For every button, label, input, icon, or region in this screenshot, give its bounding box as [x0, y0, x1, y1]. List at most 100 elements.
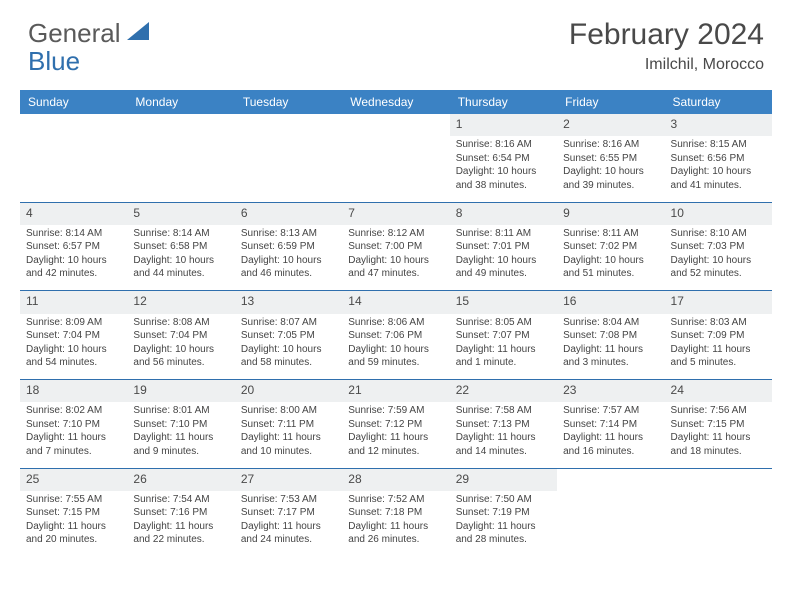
day-number-cell: 10	[665, 202, 772, 225]
daylight-text: and 14 minutes.	[456, 445, 551, 459]
sunset-text: Sunset: 7:00 PM	[348, 240, 443, 254]
day-content-cell: Sunrise: 7:59 AMSunset: 7:12 PMDaylight:…	[342, 402, 449, 468]
daylight-text: and 58 minutes.	[241, 356, 336, 370]
day-number: 23	[563, 382, 658, 398]
day-number-cell	[342, 114, 449, 136]
daylight-text: Daylight: 10 hours	[563, 254, 658, 268]
daylight-text: Daylight: 11 hours	[563, 343, 658, 357]
sunset-text: Sunset: 7:10 PM	[133, 418, 228, 432]
daylight-text: and 9 minutes.	[133, 445, 228, 459]
day-content-cell: Sunrise: 8:14 AMSunset: 6:57 PMDaylight:…	[20, 225, 127, 291]
day-content-cell: Sunrise: 7:54 AMSunset: 7:16 PMDaylight:…	[127, 491, 234, 557]
daylight-text: Daylight: 11 hours	[241, 431, 336, 445]
day-number: 27	[241, 471, 336, 487]
daylight-text: and 3 minutes.	[563, 356, 658, 370]
content-row: Sunrise: 8:16 AMSunset: 6:54 PMDaylight:…	[20, 136, 772, 202]
day-number-cell: 20	[235, 380, 342, 403]
day-content-cell: Sunrise: 8:10 AMSunset: 7:03 PMDaylight:…	[665, 225, 772, 291]
weekday-header: Thursday	[450, 90, 557, 114]
sunrise-text: Sunrise: 8:04 AM	[563, 316, 658, 330]
day-number: 3	[671, 116, 766, 132]
daylight-text: and 38 minutes.	[456, 179, 551, 193]
day-number-cell: 9	[557, 202, 664, 225]
sunrise-text: Sunrise: 8:03 AM	[671, 316, 766, 330]
weekday-header: Saturday	[665, 90, 772, 114]
day-content-cell: Sunrise: 7:52 AMSunset: 7:18 PMDaylight:…	[342, 491, 449, 557]
day-number-cell: 13	[235, 291, 342, 314]
sunset-text: Sunset: 7:15 PM	[671, 418, 766, 432]
sunrise-text: Sunrise: 8:08 AM	[133, 316, 228, 330]
day-number: 17	[671, 293, 766, 309]
daylight-text: and 26 minutes.	[348, 533, 443, 547]
sunset-text: Sunset: 7:04 PM	[26, 329, 121, 343]
day-number: 13	[241, 293, 336, 309]
daylight-text: and 10 minutes.	[241, 445, 336, 459]
day-content-cell: Sunrise: 8:02 AMSunset: 7:10 PMDaylight:…	[20, 402, 127, 468]
day-content-cell	[127, 136, 234, 202]
sunrise-text: Sunrise: 8:01 AM	[133, 404, 228, 418]
daylight-text: and 49 minutes.	[456, 267, 551, 281]
sunrise-text: Sunrise: 8:09 AM	[26, 316, 121, 330]
weekday-header: Monday	[127, 90, 234, 114]
daylight-text: and 28 minutes.	[456, 533, 551, 547]
day-number: 1	[456, 116, 551, 132]
sunrise-text: Sunrise: 7:57 AM	[563, 404, 658, 418]
day-content-cell: Sunrise: 8:11 AMSunset: 7:02 PMDaylight:…	[557, 225, 664, 291]
sunset-text: Sunset: 7:15 PM	[26, 506, 121, 520]
daylight-text: Daylight: 11 hours	[26, 431, 121, 445]
logo: General	[28, 18, 151, 49]
sunset-text: Sunset: 7:10 PM	[26, 418, 121, 432]
sunset-text: Sunset: 7:08 PM	[563, 329, 658, 343]
day-number-cell: 6	[235, 202, 342, 225]
day-content-cell: Sunrise: 7:53 AMSunset: 7:17 PMDaylight:…	[235, 491, 342, 557]
day-content-cell: Sunrise: 7:50 AMSunset: 7:19 PMDaylight:…	[450, 491, 557, 557]
daylight-text: Daylight: 11 hours	[241, 520, 336, 534]
daylight-text: Daylight: 11 hours	[348, 520, 443, 534]
day-content-cell	[235, 136, 342, 202]
sunrise-text: Sunrise: 8:14 AM	[133, 227, 228, 241]
sunset-text: Sunset: 6:56 PM	[671, 152, 766, 166]
sunrise-text: Sunrise: 8:15 AM	[671, 138, 766, 152]
day-number: 8	[456, 205, 551, 221]
day-number-cell: 18	[20, 380, 127, 403]
day-number-cell: 16	[557, 291, 664, 314]
daylight-text: and 52 minutes.	[671, 267, 766, 281]
day-content-cell: Sunrise: 8:08 AMSunset: 7:04 PMDaylight:…	[127, 314, 234, 380]
day-number-cell: 19	[127, 380, 234, 403]
sunset-text: Sunset: 7:01 PM	[456, 240, 551, 254]
sunset-text: Sunset: 7:17 PM	[241, 506, 336, 520]
sunset-text: Sunset: 7:19 PM	[456, 506, 551, 520]
sunset-text: Sunset: 7:16 PM	[133, 506, 228, 520]
day-number: 6	[241, 205, 336, 221]
day-content-cell: Sunrise: 7:57 AMSunset: 7:14 PMDaylight:…	[557, 402, 664, 468]
weekday-header: Sunday	[20, 90, 127, 114]
sunrise-text: Sunrise: 7:58 AM	[456, 404, 551, 418]
daylight-text: Daylight: 10 hours	[456, 254, 551, 268]
daylight-text: Daylight: 10 hours	[348, 254, 443, 268]
day-number-cell: 4	[20, 202, 127, 225]
daynum-row: 2526272829	[20, 468, 772, 491]
sunset-text: Sunset: 6:58 PM	[133, 240, 228, 254]
sunrise-text: Sunrise: 7:59 AM	[348, 404, 443, 418]
day-number: 16	[563, 293, 658, 309]
day-content-cell: Sunrise: 8:07 AMSunset: 7:05 PMDaylight:…	[235, 314, 342, 380]
sunset-text: Sunset: 7:06 PM	[348, 329, 443, 343]
day-number: 21	[348, 382, 443, 398]
daylight-text: and 5 minutes.	[671, 356, 766, 370]
day-content-cell: Sunrise: 7:56 AMSunset: 7:15 PMDaylight:…	[665, 402, 772, 468]
day-number-cell: 26	[127, 468, 234, 491]
title-block: February 2024 Imilchil, Morocco	[569, 18, 764, 74]
weekday-header-row: Sunday Monday Tuesday Wednesday Thursday…	[20, 90, 772, 114]
day-content-cell: Sunrise: 8:06 AMSunset: 7:06 PMDaylight:…	[342, 314, 449, 380]
daylight-text: Daylight: 11 hours	[26, 520, 121, 534]
sunrise-text: Sunrise: 8:16 AM	[563, 138, 658, 152]
day-number: 10	[671, 205, 766, 221]
daynum-row: 18192021222324	[20, 380, 772, 403]
daylight-text: and 59 minutes.	[348, 356, 443, 370]
daylight-text: Daylight: 11 hours	[348, 431, 443, 445]
day-content-cell: Sunrise: 8:05 AMSunset: 7:07 PMDaylight:…	[450, 314, 557, 380]
daylight-text: and 18 minutes.	[671, 445, 766, 459]
daynum-row: 123	[20, 114, 772, 136]
day-content-cell: Sunrise: 8:14 AMSunset: 6:58 PMDaylight:…	[127, 225, 234, 291]
day-number: 12	[133, 293, 228, 309]
